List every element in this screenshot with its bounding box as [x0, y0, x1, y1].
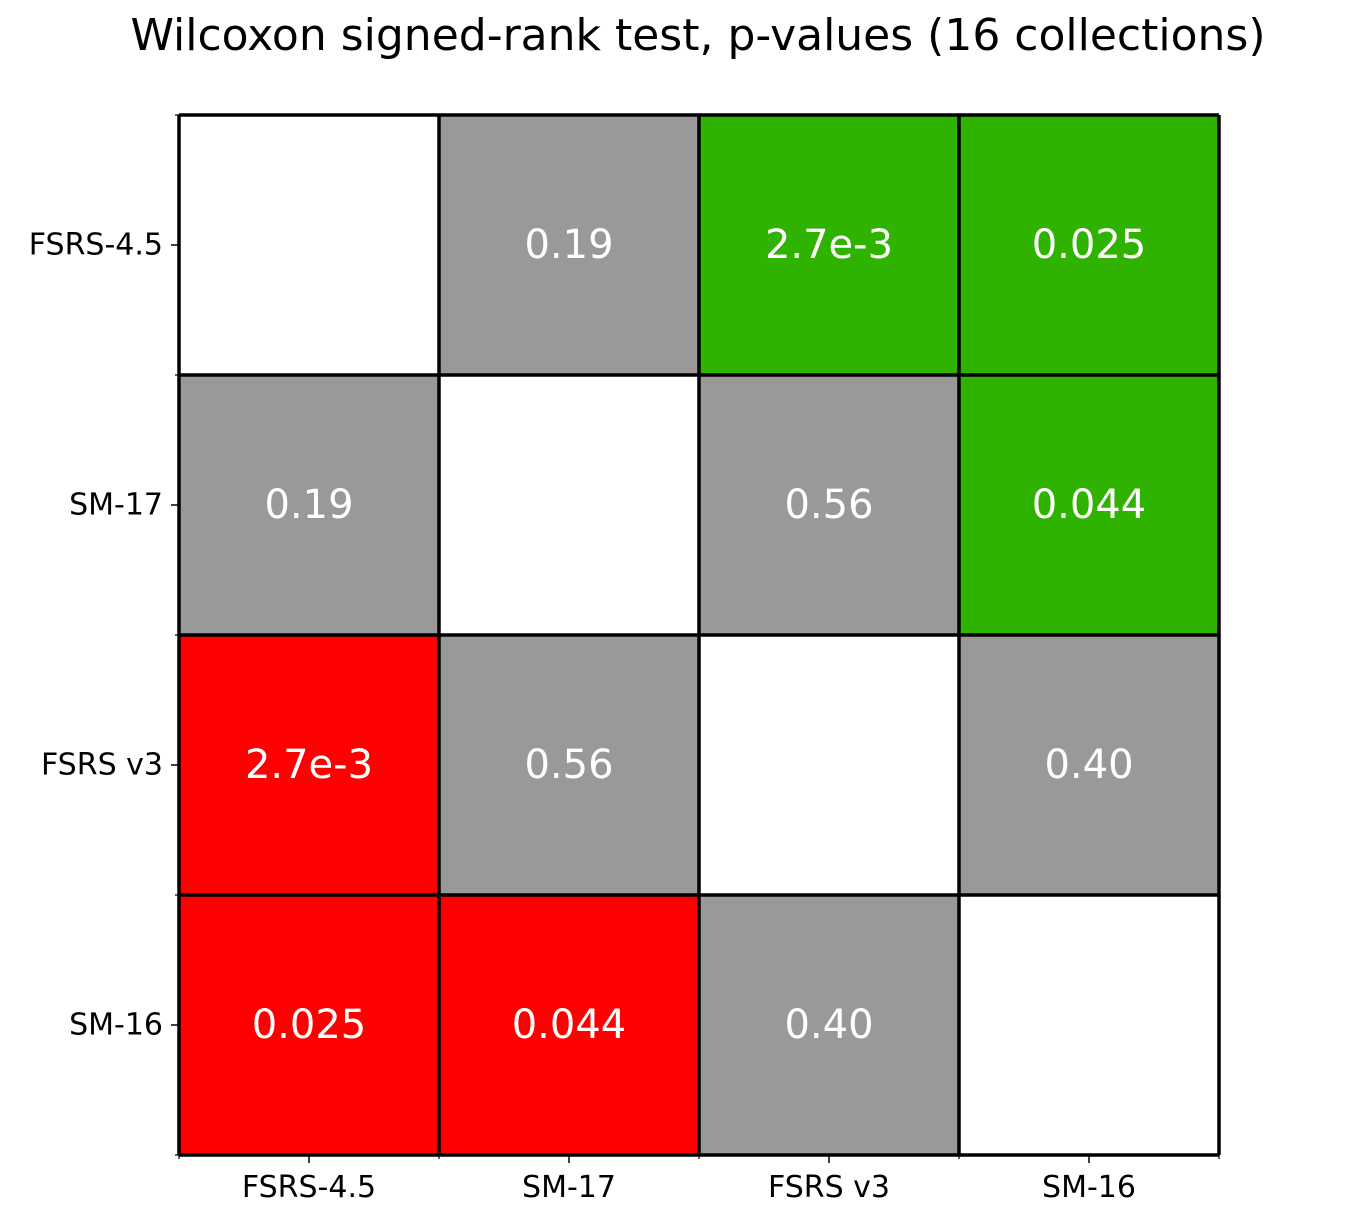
cell-value-label: 0.56 [784, 482, 873, 528]
chart-title: Wilcoxon signed-rank test, p-values (16 … [130, 10, 1266, 61]
x-tick-label: SM-17 [522, 1170, 616, 1205]
heatmap-cell [699, 115, 959, 375]
cell-value-label: 0.044 [512, 1002, 627, 1048]
heatmap-cell [959, 895, 1219, 1155]
cell-value-label: 0.025 [252, 1002, 367, 1048]
heatmap-cell [179, 375, 439, 635]
cell-value-label: 0.025 [1032, 222, 1147, 268]
y-axis-tick-labels: FSRS-4.5 SM-17 FSRS v3 SM-16 [29, 228, 163, 1043]
cell-value-label: 0.40 [784, 1002, 873, 1048]
y-tick-label: FSRS v3 [41, 748, 163, 783]
heatmap-cell [439, 895, 699, 1155]
heatmap-cell [179, 635, 439, 895]
x-tick-label: SM-16 [1042, 1170, 1136, 1205]
heatmap-cell [699, 635, 959, 895]
heatmap-cell [959, 375, 1219, 635]
heatmap-cell [439, 635, 699, 895]
heatmap-cell [179, 895, 439, 1155]
heatmap-cell [439, 375, 699, 635]
cell-value-label: 0.56 [524, 742, 613, 788]
cell-value-label: 2.7e-3 [245, 742, 373, 788]
axis-ticks [171, 114, 1220, 1163]
heatmap-cell [959, 115, 1219, 375]
heatmap-cell [699, 375, 959, 635]
heatmap-cell [439, 115, 699, 375]
y-tick-label: FSRS-4.5 [29, 228, 163, 263]
x-axis-tick-labels: FSRS-4.5 SM-17 FSRS v3 SM-16 [242, 1170, 1136, 1205]
y-tick-label: SM-17 [69, 488, 163, 523]
cell-value-label: 0.40 [1044, 742, 1133, 788]
heatmap-cell [179, 115, 439, 375]
cell-value-label: 0.19 [264, 482, 353, 528]
cell-value-label: 0.19 [524, 222, 613, 268]
heatmap-cell [959, 635, 1219, 895]
y-tick-label: SM-16 [69, 1008, 163, 1043]
x-tick-label: FSRS v3 [768, 1170, 890, 1205]
cell-value-label: 2.7e-3 [765, 222, 893, 268]
cell-value-label: 0.044 [1032, 482, 1147, 528]
cells-layer [179, 115, 1219, 1155]
heatmap-cell [699, 895, 959, 1155]
cell-labels-layer: 0.19 2.7e-3 0.025 0.19 0.56 0.044 2.7e-3 0.56 0.… [245, 222, 1146, 1048]
x-tick-label: FSRS-4.5 [242, 1170, 376, 1205]
